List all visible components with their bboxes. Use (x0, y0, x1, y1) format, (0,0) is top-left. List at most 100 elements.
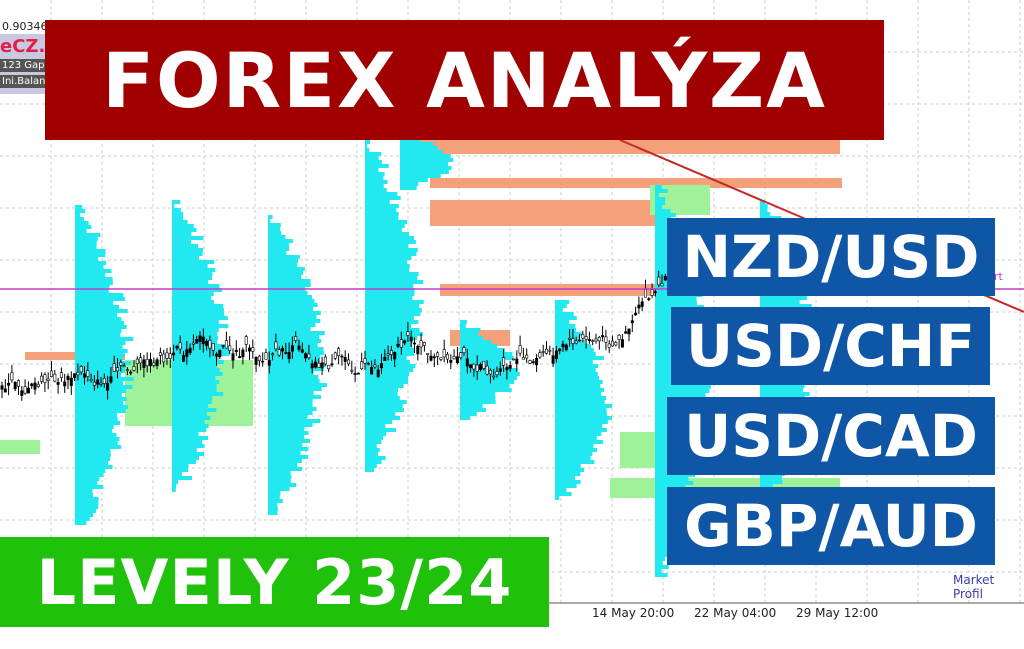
candle-body (287, 351, 291, 359)
market-profile-bar (75, 313, 118, 317)
market-profile-bar (365, 236, 414, 240)
market-profile-bar (460, 352, 513, 356)
candle-body (647, 298, 651, 300)
market-profile-bar (555, 480, 581, 484)
candle-body (502, 357, 506, 366)
market-profile-bar (75, 205, 83, 209)
candle-body (69, 377, 73, 386)
market-profile-bar (655, 221, 669, 225)
market-profile-bar (365, 188, 387, 192)
market-profile-bar (75, 261, 106, 265)
candle-body (624, 331, 628, 334)
market-profile-bar (760, 392, 810, 396)
gap-button[interactable]: 123 Gap (0, 59, 50, 72)
market-profile-bar (365, 400, 407, 404)
market-profile-bar (75, 493, 93, 497)
market-profile-bar (365, 156, 379, 160)
candle-body (409, 336, 413, 342)
market-profile-bar (268, 231, 282, 235)
market-profile-bar (400, 154, 451, 158)
market-profile-bar (400, 166, 452, 170)
market-profile-bar (268, 331, 325, 335)
candle-body (56, 381, 60, 385)
market-profile-bar (400, 170, 449, 174)
candle-body (607, 343, 611, 348)
market-profile-bar (460, 392, 495, 396)
market-profile-bar (75, 433, 117, 437)
candle-body (49, 370, 53, 377)
market-profile-bar (555, 372, 598, 376)
market-profile-bar (555, 320, 570, 324)
market-profile-bar (268, 215, 273, 219)
market-profile-bar (172, 324, 229, 328)
market-profile-bar (172, 480, 179, 484)
market-profile-bar (460, 412, 477, 416)
candle-body (304, 353, 308, 359)
market-profile-bar (365, 244, 409, 248)
market-profile-bar (268, 375, 319, 379)
market-profile-bar (75, 457, 111, 461)
market-profile-bar (268, 295, 312, 299)
candle-body (436, 352, 440, 357)
market-profile-bar (365, 200, 390, 204)
market-profile-bar (760, 476, 782, 480)
candle-body (469, 364, 473, 369)
candle-body (455, 356, 459, 364)
market-profile-bar (460, 340, 492, 344)
market-profile-bar (655, 569, 662, 573)
market-profile-bar (75, 501, 99, 505)
market-profile-bar (172, 444, 205, 448)
market-profile-bar (365, 268, 410, 272)
market-profile-bar (172, 200, 181, 204)
market-profile-bar (655, 217, 672, 221)
candle-body (36, 383, 40, 387)
market-profile-bar (75, 233, 101, 237)
market-profile-bar (555, 444, 594, 448)
market-profile-bar (172, 248, 204, 252)
market-profile-bar (365, 292, 415, 296)
candle-body (162, 353, 166, 363)
market-profile-bar (460, 320, 467, 324)
market-profile-bar (365, 300, 424, 304)
market-profile-bar (555, 464, 581, 468)
ea-panel: eCZ. 123 Gap Ini.Balanc (0, 34, 51, 94)
market-profile-bar (400, 174, 441, 178)
market-profile-bar (268, 459, 302, 463)
initial-balance-button[interactable]: Ini.Balanc (0, 75, 51, 88)
market-profile-bar (365, 180, 388, 184)
market-profile-bar (268, 467, 303, 471)
market-profile-bar (555, 476, 575, 480)
market-profile-bar (268, 339, 322, 343)
market-profile-bar (760, 304, 812, 308)
candle-body (535, 357, 539, 366)
candle-body (257, 355, 261, 361)
candle-body (320, 362, 324, 369)
candle-body (594, 338, 598, 342)
candle-body (373, 364, 377, 368)
market-profile-bar (172, 488, 176, 492)
market-profile-bar (268, 487, 290, 491)
candle-body (416, 346, 420, 355)
market-profile-bar (555, 384, 601, 388)
market-profile-bar (75, 397, 127, 401)
candle-body (482, 360, 486, 369)
market-profile-bar (75, 413, 118, 417)
candle-body (574, 340, 578, 344)
market-profile-bar (268, 431, 309, 435)
market-profile-bar (555, 312, 574, 316)
candle-body (152, 362, 156, 366)
candle-body (280, 347, 284, 352)
candle-body (313, 361, 317, 368)
market-profile-bar (75, 365, 126, 369)
candle-body (442, 349, 446, 358)
market-profile-bar (365, 468, 374, 472)
market-profile-bar (400, 186, 417, 190)
candle-body (399, 339, 403, 348)
market-profile-bar (460, 416, 471, 420)
market-profile-bar (172, 408, 217, 412)
value-area-zone (420, 140, 840, 154)
market-profile-bar (365, 368, 414, 372)
market-profile-bar (655, 477, 689, 481)
market-profile-bar (75, 477, 100, 481)
candle-body (201, 336, 205, 345)
